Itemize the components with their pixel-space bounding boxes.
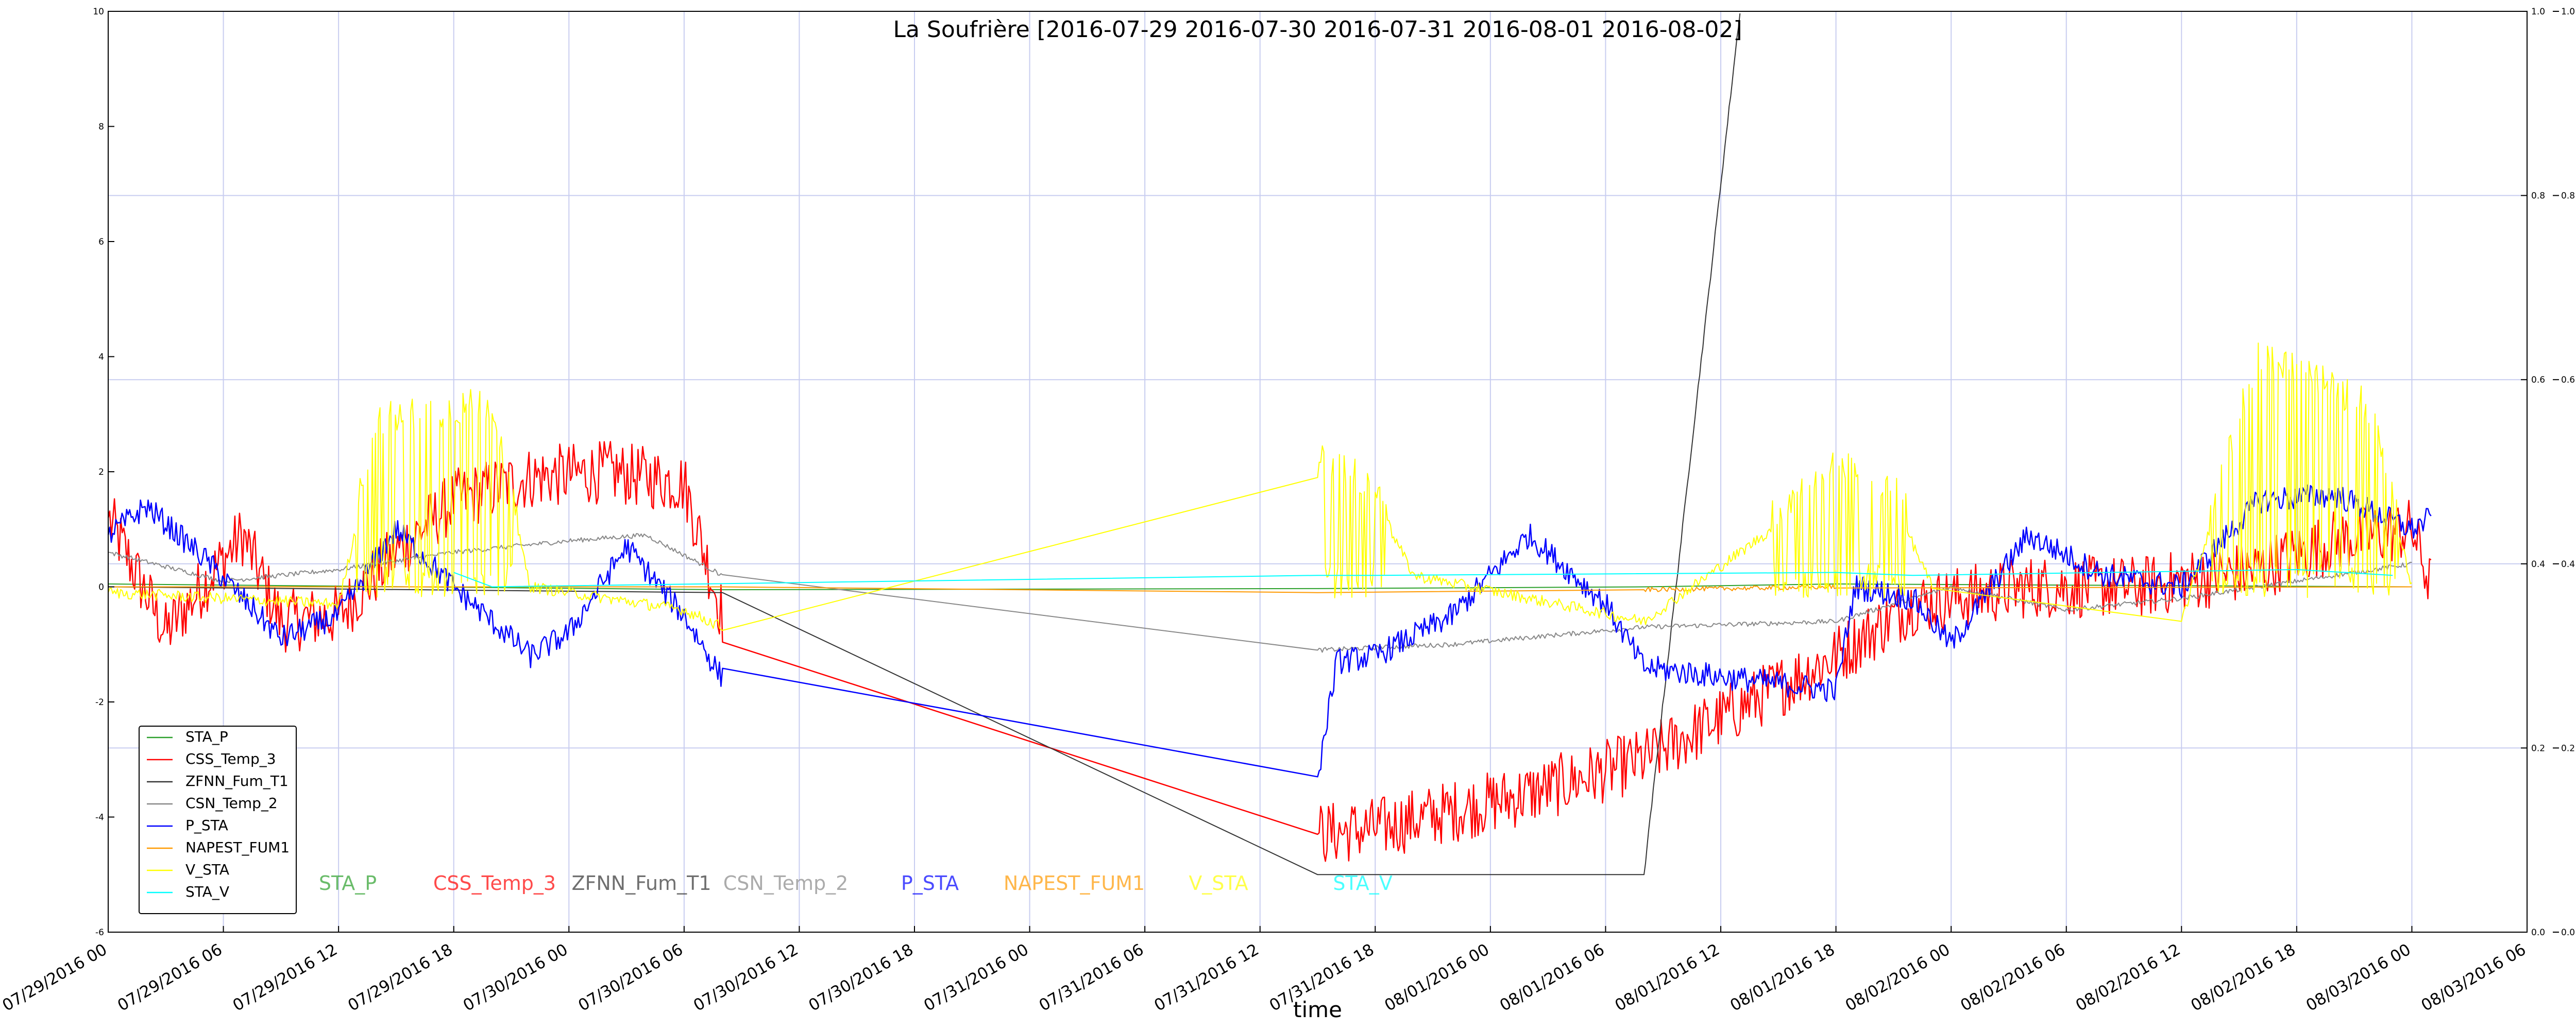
- x-tick-label: 07/29/2016 00: [0, 940, 110, 1015]
- plot-frame: [108, 11, 2528, 933]
- series-layer: [107, 13, 2432, 876]
- series-line-p_sta: [107, 484, 2432, 778]
- y-right-tick-label: 0.8: [2531, 191, 2545, 201]
- legend-box: [139, 726, 297, 914]
- legend-entry: P_STA: [185, 817, 228, 834]
- y-left-tick-label: 8: [98, 122, 104, 132]
- series-line-sta_v: [453, 569, 2393, 588]
- y-right-outer-tick-label: 0.0: [2561, 928, 2575, 938]
- y-left-tick-label: -2: [95, 697, 104, 708]
- series-tag: ZFNN_Fum_T1: [571, 872, 711, 895]
- y-left-tick-label: 10: [93, 7, 104, 17]
- y-left-tick-label: -6: [95, 928, 104, 938]
- x-tick-label: 07/30/2016 12: [690, 940, 801, 1015]
- series-name-tags: STA_P CSS_Temp_3 ZFNN_Fum_T1 CSN_Temp_2 P_ST…: [319, 872, 1393, 895]
- legend-entry: STA_V: [185, 883, 229, 900]
- x-tick-label: 07/30/2016 00: [460, 940, 571, 1015]
- legend-entry: V_STA: [185, 861, 229, 878]
- y-left-tick-label: 4: [98, 352, 104, 363]
- grid-layer: [108, 11, 2528, 933]
- x-tick-label: 08/02/2016 12: [2073, 940, 2183, 1015]
- series-line-zfnn_fum_t1: [108, 13, 1741, 876]
- y-left-tick-label: 6: [98, 237, 104, 247]
- axis-layer: 07/29/2016 00 07/29/2016 06 07/29/2016 12 0…: [0, 7, 2575, 1015]
- legend-entry: CSN_Temp_2: [185, 795, 278, 812]
- x-tick-label: 07/29/2016 06: [114, 940, 225, 1015]
- y-right-tick-label: 0.6: [2531, 375, 2545, 385]
- y-right-outer-tick-label: 0.8: [2561, 191, 2575, 201]
- x-tick-label: 08/03/2016 06: [2418, 940, 2529, 1015]
- series-tag: CSN_Temp_2: [723, 872, 849, 895]
- y-left-tick-label: 0: [98, 582, 104, 593]
- x-tick-label: 08/02/2016 18: [2188, 940, 2298, 1015]
- series-tag: P_STA: [901, 872, 959, 895]
- y-right-outer-tick-label: 1.0: [2561, 7, 2575, 17]
- series-tag: CSS_Temp_3: [433, 872, 556, 895]
- x-tick-label: 08/01/2016 18: [1727, 940, 1838, 1015]
- series-line-v_sta: [108, 342, 2412, 631]
- y-right-tick-label: 0.0: [2531, 928, 2545, 938]
- series-tag: STA_V: [1333, 872, 1392, 895]
- x-tick-label: 07/29/2016 18: [345, 940, 455, 1015]
- legend: STA_P CSS_Temp_3 ZFNN_Fum_T1 CSN_Temp_2 P_ST…: [139, 726, 297, 914]
- x-tick-label: 08/02/2016 00: [1842, 940, 1953, 1015]
- x-tick-label: 07/30/2016 18: [806, 940, 917, 1015]
- series-line-css_temp_3: [107, 441, 2432, 862]
- y-right-outer-tick-label: 0.6: [2561, 375, 2575, 385]
- x-tick-label: 07/30/2016 06: [575, 940, 686, 1015]
- y-right-outer-tick-label: 0.4: [2561, 559, 2575, 570]
- x-tick-label: 07/29/2016 12: [230, 940, 341, 1015]
- series-tag: V_STA: [1189, 872, 1248, 895]
- legend-entry: STA_P: [185, 728, 228, 745]
- x-tick-label: 07/31/2016 12: [1151, 940, 1262, 1015]
- chart-title: La Soufrière [2016-07-29 2016-07-30 2016…: [893, 16, 1742, 43]
- x-tick-label: 08/01/2016 00: [1381, 940, 1492, 1015]
- y-right-tick-label: 0.4: [2531, 559, 2545, 570]
- x-tick-label: 08/01/2016 12: [1612, 940, 1723, 1015]
- legend-entry: ZFNN_Fum_T1: [185, 772, 289, 789]
- y-right-outer-tick-label: 0.2: [2561, 743, 2575, 753]
- legend-entry: NAPEST_FUM1: [185, 839, 290, 856]
- series-tag: NAPEST_FUM1: [1004, 872, 1145, 895]
- y-right-tick-label: 0.2: [2531, 743, 2545, 753]
- x-tick-label: 07/31/2016 06: [1036, 940, 1147, 1015]
- y-right-tick-label: 1.0: [2531, 7, 2545, 17]
- x-axis-label: time: [1293, 997, 1342, 1022]
- x-tick-label: 07/31/2016 00: [921, 940, 1031, 1015]
- y-left-tick-label: 2: [98, 467, 104, 477]
- x-tick-label: 08/01/2016 06: [1497, 940, 1607, 1015]
- series-tag: STA_P: [319, 872, 377, 895]
- x-tick-label: 08/03/2016 00: [2303, 940, 2414, 1015]
- x-tick-label: 08/02/2016 06: [1957, 940, 2068, 1015]
- legend-entry: CSS_Temp_3: [185, 750, 276, 767]
- y-left-tick-label: -4: [95, 813, 104, 823]
